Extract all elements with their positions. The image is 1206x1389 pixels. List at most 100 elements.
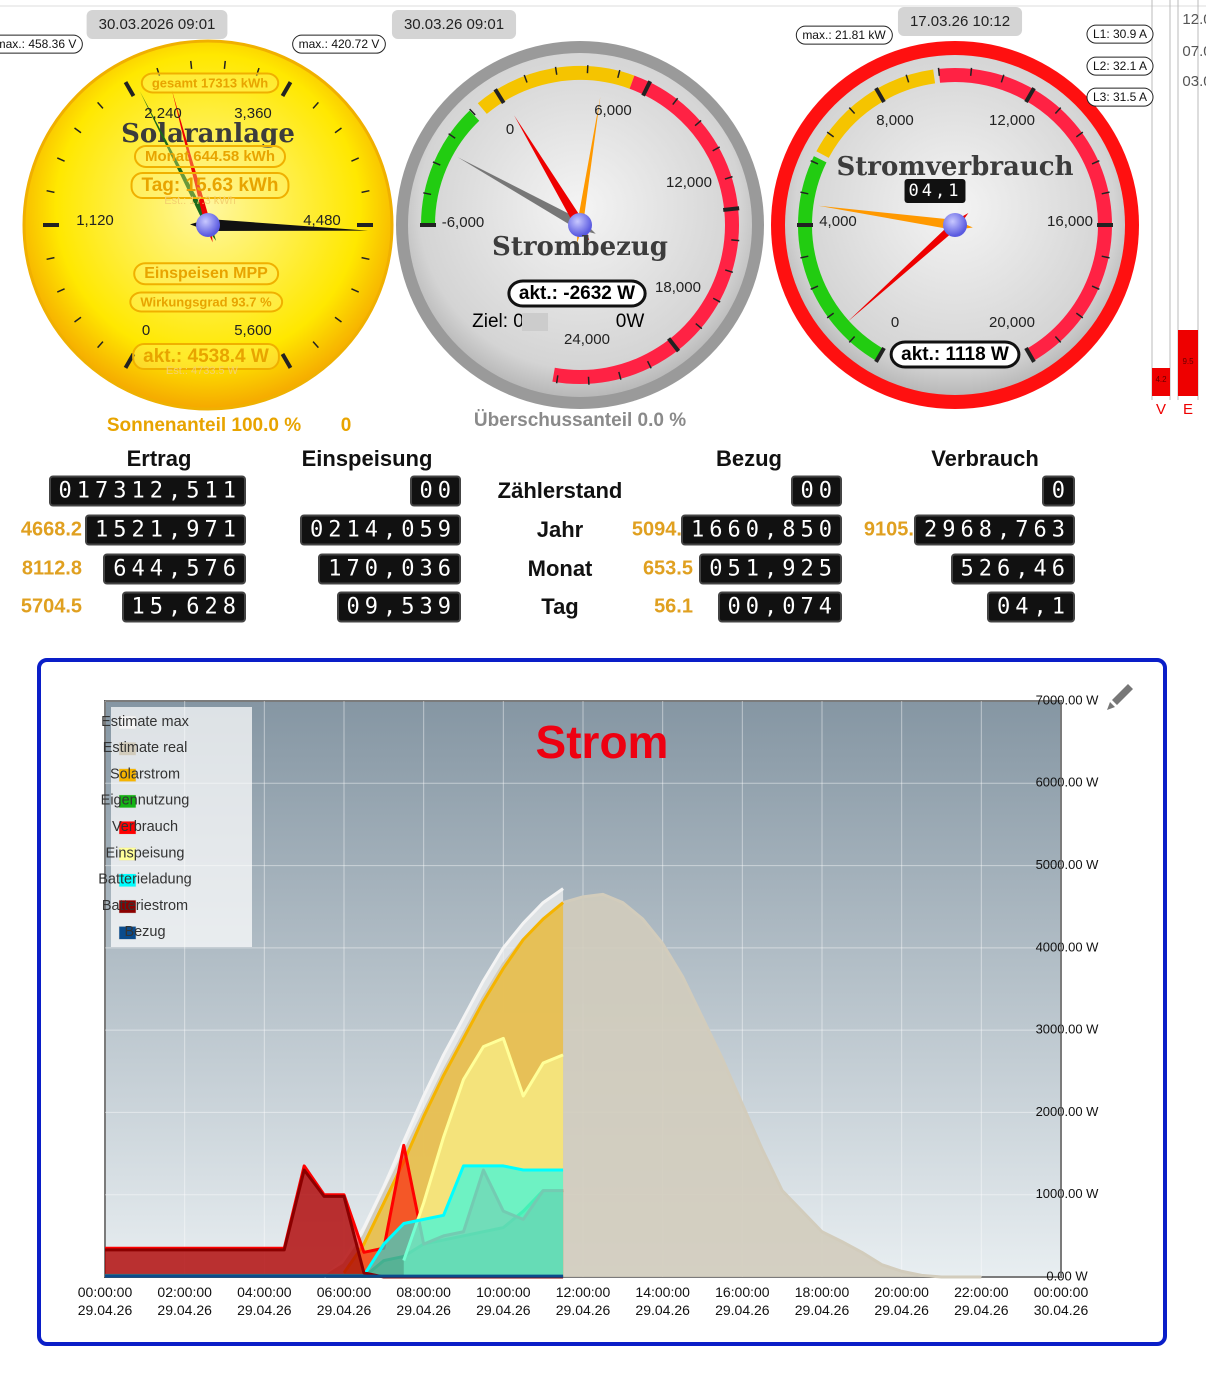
x-tick-label: 12:00:00 29.04.26 (555, 1284, 611, 1318)
gauge-tick (712, 297, 721, 303)
counter: 15,628 (121, 591, 246, 623)
gauge-tick (848, 107, 856, 115)
gauge-tick (56, 288, 65, 293)
efficiency: Wirkungsgrad 93.7 % (140, 294, 272, 309)
gauge-tick (695, 322, 703, 330)
y-tick-label: 7000.00 W (1036, 692, 1100, 707)
gauge-tick (334, 316, 342, 323)
x-tick-label: 02:00:00 29.04.26 (157, 1284, 212, 1318)
bar-label: V (1156, 401, 1166, 418)
gauge-arc (552, 75, 739, 384)
side-value: 03.0 (1182, 73, 1206, 90)
gauge-tick (874, 87, 886, 104)
gauge-faces: Solaranlage (22, 0, 1199, 411)
gauge-tick (56, 157, 65, 162)
pill (0, 34, 83, 54)
gauge-tick (1101, 191, 1110, 195)
counter: 04,1 (987, 591, 1075, 623)
estimate: 56.1 (654, 595, 693, 618)
column-header: Bezug (716, 446, 782, 471)
timestamp-tab (86, 9, 228, 39)
month: Monat 644.58 kWh (145, 148, 275, 165)
gauge-tick (190, 60, 193, 69)
legend-swatch (118, 768, 137, 782)
tick-label: 0 (891, 314, 899, 331)
legend-swatch (118, 926, 137, 940)
gauge-arc (938, 68, 1112, 361)
gauge-tick (810, 160, 819, 165)
footer: Überschussanteil 0.0 % (474, 410, 686, 431)
tick-label: 6,000 (594, 102, 632, 119)
gauge-tick (617, 69, 621, 78)
gauge-tick (423, 192, 432, 196)
x-tick-label: 10:00:00 29.04.26 (476, 1284, 531, 1318)
target-input[interactable] (522, 313, 548, 331)
x-tick-label: 16:00:00 29.04.26 (715, 1284, 770, 1318)
gauge-title: Solaranlage (121, 119, 295, 149)
gauge-panel: Solaranlage 30.03.2026 09:01 max.: 458.3… (0, 0, 1206, 436)
counter: 170,036 (318, 553, 461, 585)
counter: 1660,850 (681, 514, 842, 546)
legend-label: Verbrauch (112, 819, 178, 835)
series-line (342, 901, 565, 1274)
gauge-tick (618, 371, 622, 380)
gauge-tick (826, 312, 835, 319)
series-line (105, 1168, 564, 1279)
gauge-tick (1091, 160, 1100, 165)
gauge-tick (1075, 131, 1084, 138)
pill (795, 25, 893, 45)
legend-swatch (118, 742, 137, 756)
edit-icon[interactable] (1107, 684, 1133, 710)
column-header: Einspeisung (301, 446, 433, 471)
counter: 00 (409, 475, 461, 507)
timestamp-tab (897, 6, 1023, 36)
gauge-tick (312, 101, 319, 109)
gauge-tick (1091, 285, 1100, 290)
phase: L3: 31.5 A (1093, 90, 1147, 104)
y-tick-label: 5000.00 W (1036, 857, 1100, 872)
footer: Sonnenanteil 100.0 % (107, 415, 301, 436)
x-tick-label: 22:00:00 29.04.26 (954, 1284, 1009, 1318)
gauge-tick (74, 316, 82, 323)
estimate: 653.5 (642, 557, 693, 580)
row-label: Monat (527, 556, 593, 581)
counter: 2968,763 (914, 514, 1075, 546)
gauge-tick (672, 97, 679, 106)
gauge-tick (448, 133, 456, 139)
current: akt.: 1118 W (901, 344, 1009, 365)
series-line (105, 1164, 564, 1277)
gauge-tick (646, 360, 652, 369)
area-fill (105, 1170, 564, 1277)
tick-label: 12,000 (989, 112, 1035, 129)
gauge-tick (223, 60, 226, 69)
gauge-tick (723, 206, 740, 212)
mode: Einspeisen MPP (144, 265, 268, 282)
phase: L1: 30.9 A (1093, 27, 1147, 41)
gauge-tick (874, 346, 886, 363)
counter: 0214,059 (300, 514, 461, 546)
gauge-tick (97, 101, 104, 109)
legend-swatch (118, 820, 137, 835)
counter: 526,46 (950, 553, 1075, 585)
gauge-tick (800, 255, 809, 259)
needle-knob (196, 213, 220, 237)
legend-swatch (118, 873, 137, 888)
gauge-tick (46, 189, 55, 194)
tick-label: 4,480 (303, 212, 341, 229)
target-unit: 0W (616, 311, 645, 332)
column-header: Verbrauch (931, 446, 1039, 471)
legend-swatch (118, 794, 137, 809)
tick-label: 18,000 (655, 279, 701, 296)
y-tick-label: 2000.00 W (1036, 1104, 1100, 1119)
gauge-tick (46, 256, 55, 261)
counter: 00 (790, 475, 842, 507)
tick-label: 16,000 (1047, 213, 1093, 230)
pill (1086, 24, 1154, 44)
gauge-tick (969, 67, 973, 76)
gauge-arc (421, 110, 480, 226)
gauge-title: Strombezug (492, 232, 668, 262)
area-fill (363, 1190, 564, 1277)
timestamp: 17.03.26 10:12 (910, 13, 1010, 30)
x-tick-label: 08:00:00 29.04.26 (396, 1284, 451, 1318)
row-label: Zählerstand (497, 478, 623, 503)
